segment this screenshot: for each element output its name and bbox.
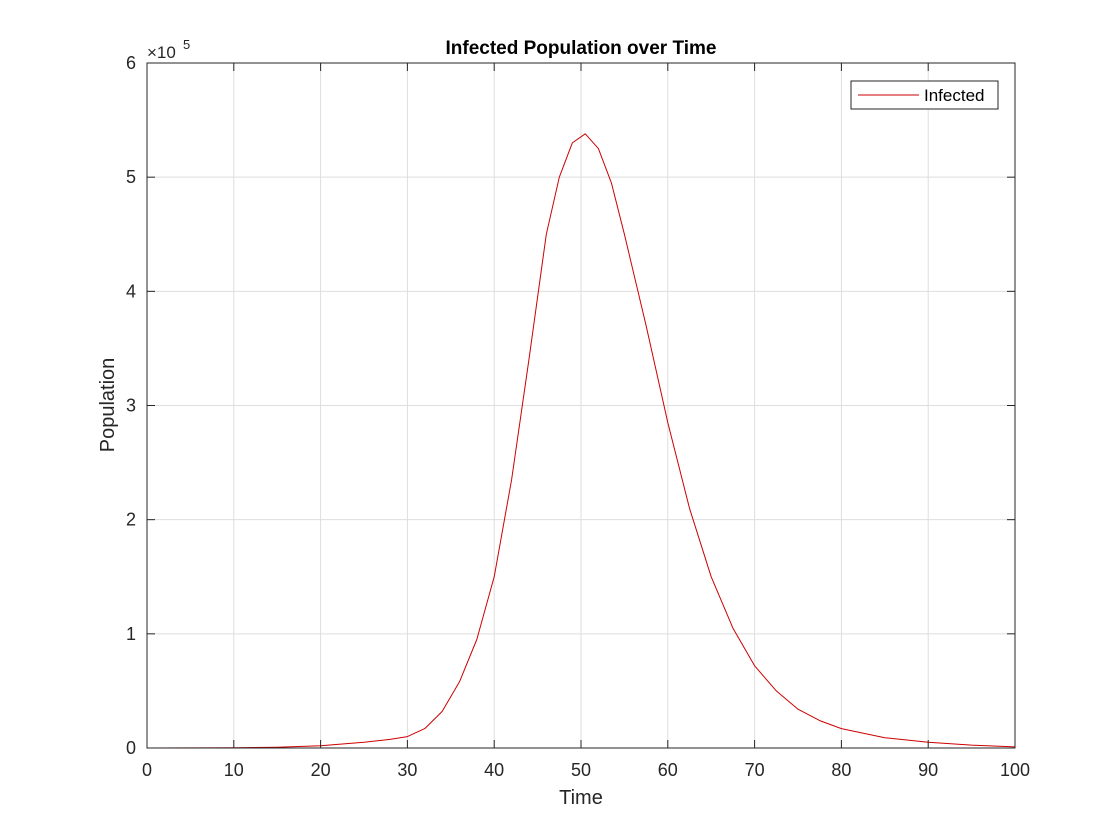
x-tick-label: 20: [311, 760, 331, 780]
x-tick-label: 70: [745, 760, 765, 780]
x-tick-label: 40: [484, 760, 504, 780]
y-tick-label: 6: [126, 53, 136, 73]
y-tick-label: 1: [126, 624, 136, 644]
series-line-infected: [146, 133, 1016, 749]
x-axis-ticks: 0 10 20 30 40 50 60 70 80 90 100: [142, 63, 1030, 780]
series-layer: [146, 133, 1016, 749]
y-axis-ticks: 0 1 2 3 4 5 6: [126, 53, 1015, 758]
x-tick-label: 90: [918, 760, 938, 780]
legend: Infected: [850, 80, 999, 110]
y-tick-label: 2: [126, 510, 136, 530]
y-tick-label: 0: [126, 738, 136, 758]
chart-title: Infected Population over Time: [446, 38, 717, 59]
x-axis-label: Time: [559, 787, 603, 809]
grid-lines: [147, 63, 1015, 748]
x-tick-label: 60: [658, 760, 678, 780]
y-axis-label: Population: [97, 358, 119, 453]
x-tick-label: 100: [1000, 760, 1030, 780]
y-tick-label: 4: [126, 281, 136, 301]
x-tick-label: 10: [224, 760, 244, 780]
y-tick-label: 3: [126, 396, 136, 416]
y-tick-label: 5: [126, 167, 136, 187]
legend-label-infected: Infected: [924, 86, 985, 105]
x-tick-label: 0: [142, 760, 152, 780]
y-exponent-base: ×10: [147, 43, 176, 62]
x-tick-label: 50: [571, 760, 591, 780]
y-exponent-power: 5: [183, 37, 190, 52]
x-tick-label: 80: [831, 760, 851, 780]
x-tick-label: 30: [397, 760, 417, 780]
